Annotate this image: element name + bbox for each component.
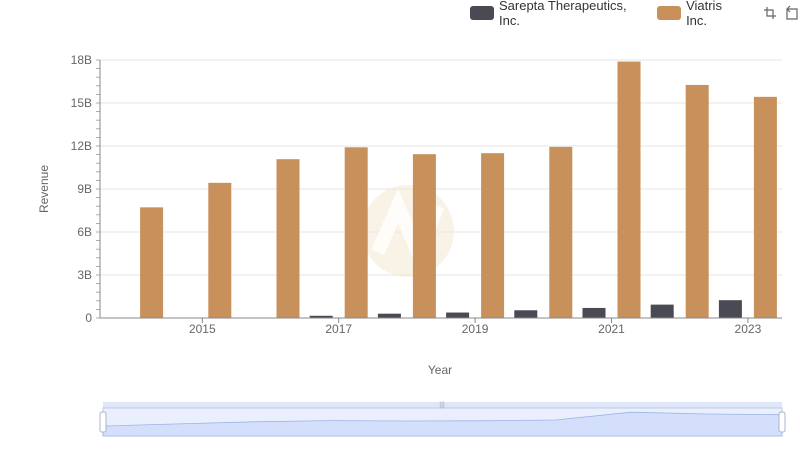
x-axis-label: Year [428,363,452,377]
bar-sarepta[interactable] [650,304,674,318]
legend-swatch [657,6,682,20]
x-tick-label: 2023 [735,322,762,336]
zoom-icon[interactable] [762,5,778,21]
bar-sarepta[interactable] [309,315,333,318]
y-axis-label: Revenue [37,165,51,213]
slider-right-handle[interactable] [778,411,786,433]
bar-sarepta[interactable] [718,300,742,318]
y-tick-label: 0 [85,311,92,325]
bar-viatris[interactable] [753,96,777,318]
bar-sarepta[interactable] [446,312,470,318]
y-tick-label: 18B [71,53,92,67]
y-tick-label: 6B [77,225,92,239]
slider-grip-icon[interactable]: ||| [439,402,445,409]
legend-swatch [470,6,494,20]
watermark-logo [362,185,454,277]
bar-viatris[interactable] [549,146,573,318]
x-tick-label: 2017 [325,322,352,336]
bar-viatris[interactable] [140,207,164,318]
y-tick-label: 12B [71,139,92,153]
bar-sarepta[interactable] [582,307,606,318]
y-tick-label: 15B [71,96,92,110]
y-tick-label: 3B [77,268,92,282]
bar-viatris[interactable] [685,84,709,318]
x-tick-label: 2015 [189,322,216,336]
bar-viatris[interactable] [481,153,505,318]
legend-label: Sarepta Therapeutics, Inc. [498,0,627,28]
x-tick-label: 2021 [598,322,625,336]
bar-viatris[interactable] [276,159,300,318]
data-zoom-slider[interactable]: ||| [99,402,786,437]
bars [140,61,777,319]
legend: Sarepta Therapeutics, Inc. Viatris Inc. [470,0,800,28]
legend-item-viatris[interactable]: Viatris Inc. [657,0,744,28]
slider-top-bar[interactable] [103,402,782,408]
x-tick-label: 2019 [462,322,489,336]
bar-viatris[interactable] [344,147,368,318]
bar-viatris[interactable] [617,61,641,319]
bar-viatris[interactable] [412,154,436,318]
bar-sarepta[interactable] [514,310,538,318]
axes: 0 3B 6B 9B 12B 15B 18B 2015 2017 2019 2021 2023 [71,53,782,336]
legend-label: Viatris Inc. [686,0,722,28]
slider-left-handle[interactable] [99,411,107,433]
restore-icon[interactable] [784,5,800,21]
legend-item-sarepta[interactable]: Sarepta Therapeutics, Inc. [470,0,645,28]
bar-viatris[interactable] [208,182,232,318]
bar-sarepta[interactable] [377,313,401,318]
y-tick-label: 9B [77,182,92,196]
